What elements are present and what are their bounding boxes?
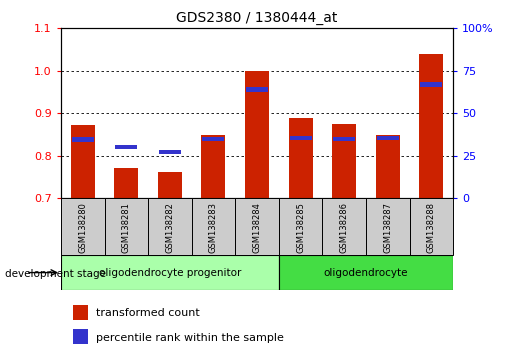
FancyBboxPatch shape (61, 198, 104, 255)
Text: GSM138283: GSM138283 (209, 202, 218, 253)
FancyBboxPatch shape (279, 255, 453, 290)
Bar (73, 305, 89, 320)
FancyBboxPatch shape (104, 198, 148, 255)
FancyBboxPatch shape (148, 198, 192, 255)
Bar (376, 135, 400, 198)
FancyBboxPatch shape (410, 198, 453, 255)
Bar (420, 82, 443, 86)
Bar (116, 145, 137, 149)
FancyBboxPatch shape (235, 198, 279, 255)
Bar (71, 125, 95, 198)
Bar (289, 118, 313, 198)
Text: transformed count: transformed count (96, 308, 200, 318)
FancyBboxPatch shape (322, 198, 366, 255)
Bar (201, 135, 225, 198)
Bar (246, 87, 268, 92)
Bar (114, 168, 138, 198)
FancyBboxPatch shape (366, 198, 410, 255)
Text: GSM138284: GSM138284 (253, 202, 261, 253)
Bar (332, 124, 356, 198)
FancyBboxPatch shape (61, 255, 279, 290)
Text: GSM138288: GSM138288 (427, 202, 436, 253)
Text: GSM138285: GSM138285 (296, 202, 305, 253)
Text: GSM138282: GSM138282 (165, 202, 174, 253)
Bar (73, 329, 89, 344)
FancyBboxPatch shape (279, 198, 322, 255)
Bar (202, 137, 225, 141)
Text: oligodendrocyte: oligodendrocyte (324, 268, 408, 278)
Text: percentile rank within the sample: percentile rank within the sample (96, 333, 284, 343)
Text: GSM138287: GSM138287 (383, 202, 392, 253)
Bar (333, 137, 355, 141)
Bar (377, 136, 399, 140)
Text: GSM138280: GSM138280 (78, 202, 87, 253)
FancyBboxPatch shape (192, 198, 235, 255)
Bar (72, 137, 94, 142)
Title: GDS2380 / 1380444_at: GDS2380 / 1380444_at (176, 11, 338, 24)
Text: development stage: development stage (5, 269, 107, 279)
Bar (419, 54, 443, 198)
Text: GSM138281: GSM138281 (122, 202, 131, 253)
Text: GSM138286: GSM138286 (340, 202, 349, 253)
Bar (245, 71, 269, 198)
Bar (158, 172, 182, 198)
Bar (159, 150, 181, 154)
Text: oligodendrocyte progenitor: oligodendrocyte progenitor (99, 268, 241, 278)
Bar (289, 136, 312, 140)
